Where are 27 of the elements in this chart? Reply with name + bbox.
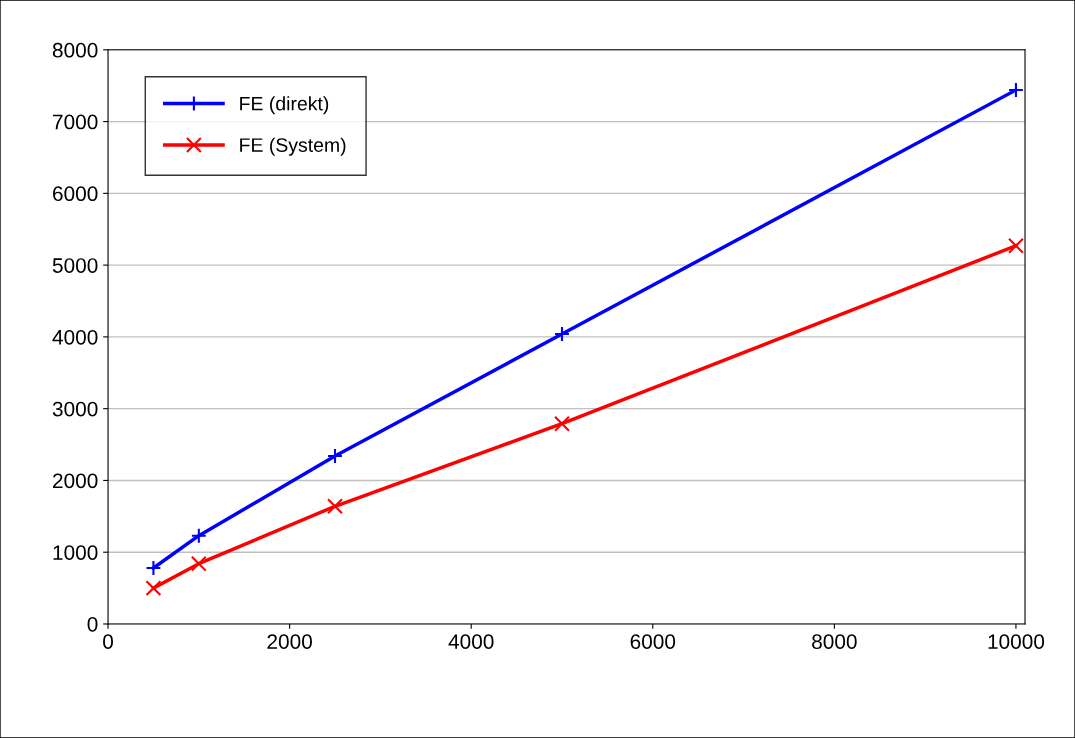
point (327, 498, 343, 515)
point (554, 415, 570, 432)
x-tick-label: 6000 (630, 634, 676, 649)
y-tick-label: 1000 (53, 545, 98, 560)
y-tick-label: 2000 (53, 473, 98, 489)
point (554, 326, 570, 343)
x-tick-label: 4000 (448, 634, 494, 649)
point (1007, 82, 1024, 98)
x-tick-label: 2000 (267, 634, 312, 649)
x-tick-label: 8000 (812, 634, 857, 649)
x-tick-label: 0 (103, 634, 114, 649)
point (145, 560, 162, 576)
point (1007, 237, 1024, 254)
point (327, 448, 343, 465)
y-tick-label: 4000 (52, 329, 98, 345)
y-tick-label: 0 (87, 616, 98, 632)
y-tick-label: 6000 (53, 186, 98, 202)
y-tick-label: 8000 (52, 42, 98, 58)
point (190, 555, 207, 572)
legend-label: FE (System) (240, 137, 346, 156)
y-tick-label: 3000 (52, 401, 98, 417)
point (190, 527, 207, 544)
legend-label: FE (direkt) (240, 96, 329, 115)
y-tick-label: 7000 (53, 114, 98, 130)
x-tick-label: 10000 (988, 634, 1045, 649)
point (145, 580, 162, 597)
y-tick-label: 5000 (52, 258, 98, 273)
